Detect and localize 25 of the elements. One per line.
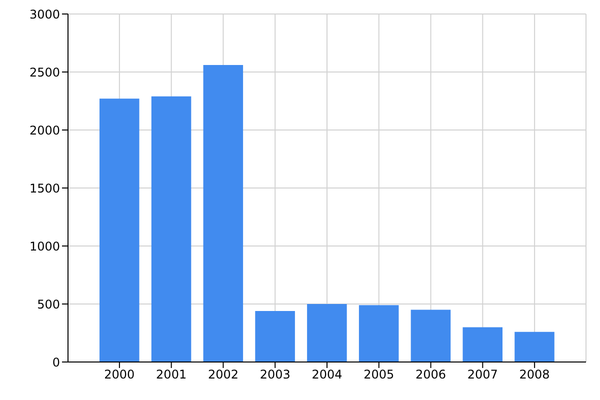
y-tick-label: 1000 — [29, 239, 60, 254]
bar — [514, 332, 554, 362]
y-tick-label: 500 — [37, 297, 60, 312]
bar — [462, 327, 502, 362]
x-tick-label: 2002 — [208, 368, 238, 382]
y-tick-label: 1500 — [29, 181, 60, 196]
bar — [255, 310, 295, 362]
y-tick-label: 3000 — [29, 7, 60, 22]
y-tick-label: 2500 — [29, 65, 60, 80]
bar — [410, 310, 451, 362]
bar — [203, 65, 244, 362]
x-tick-label: 2000 — [104, 368, 135, 382]
bar — [151, 96, 192, 362]
x-tick-label: 2004 — [312, 368, 342, 382]
x-tick-label: 2006 — [416, 368, 446, 382]
x-tick-label: 2003 — [260, 368, 290, 382]
x-tick-label: 2001 — [156, 368, 187, 382]
bar — [358, 305, 399, 362]
x-tick-label: 2005 — [364, 368, 394, 382]
bar — [100, 98, 140, 362]
bar — [307, 304, 347, 362]
x-tick-label: 2008 — [519, 368, 550, 382]
y-tick-label: 2000 — [29, 123, 60, 138]
x-tick-label: 2007 — [467, 368, 498, 382]
y-tick-label: 0 — [52, 355, 60, 370]
